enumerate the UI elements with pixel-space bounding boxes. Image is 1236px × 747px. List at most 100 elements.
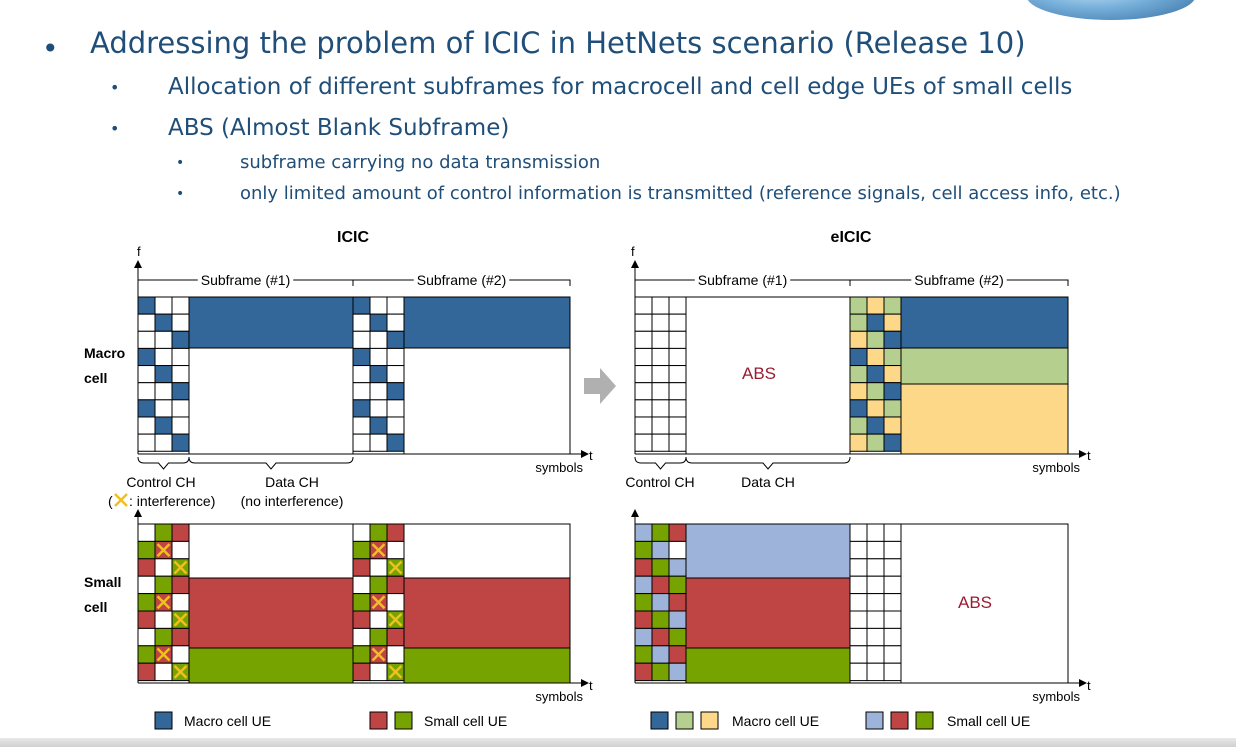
control-cell xyxy=(352,296,371,315)
bullet-level3: only limited amount of control informati… xyxy=(240,183,1121,204)
control-cell-empty xyxy=(849,593,868,612)
control-cell xyxy=(866,399,885,418)
control-cell-empty xyxy=(883,575,902,595)
legend-swatch-macro-blue xyxy=(154,711,173,730)
control-cell xyxy=(137,575,156,595)
control-cell-empty xyxy=(866,610,885,629)
small-cell-label: cell xyxy=(84,599,107,615)
control-cell xyxy=(883,399,902,418)
data-ch-label: Data CH xyxy=(265,474,319,490)
control-cell xyxy=(386,627,405,647)
control-cell xyxy=(849,365,868,384)
bullet-dot: • xyxy=(176,186,185,202)
subframe-label-bg xyxy=(197,272,294,288)
data-region-small-green xyxy=(685,647,851,684)
control-cell xyxy=(352,399,371,418)
control-cell xyxy=(352,416,371,435)
f-axis-label: f xyxy=(137,244,141,259)
control-cell xyxy=(386,313,405,332)
control-cell xyxy=(386,296,405,315)
macro-cell-label: cell xyxy=(84,370,107,386)
control-cell xyxy=(352,313,371,332)
control-cell xyxy=(386,382,405,401)
control-cell xyxy=(154,558,173,577)
t-axis-label: t xyxy=(1087,678,1091,693)
control-cell-empty xyxy=(849,575,868,595)
control-cell xyxy=(369,575,388,595)
control-cell-empty xyxy=(634,399,653,418)
control-cell-empty xyxy=(849,540,868,560)
control-cell xyxy=(668,575,687,595)
legend-swatch-macro-yellow xyxy=(700,711,719,730)
control-cell xyxy=(386,330,405,349)
control-cell-empty xyxy=(634,433,653,452)
interference-marker xyxy=(173,665,188,679)
interference-note: ( xyxy=(108,493,113,509)
control-cell xyxy=(866,433,885,452)
control-cell xyxy=(137,347,156,367)
data-region-macro-yellow xyxy=(900,383,1069,455)
control-cell xyxy=(849,399,868,418)
control-cell xyxy=(386,416,405,435)
control-cell xyxy=(154,347,173,367)
control-cell-empty xyxy=(849,610,868,629)
control-cell xyxy=(883,416,902,435)
interference-marker xyxy=(156,543,171,557)
control-cell-empty xyxy=(668,347,687,367)
bullet-level1: Addressing the problem of ICIC in HetNet… xyxy=(90,26,1026,60)
control-cell xyxy=(137,662,156,682)
control-cell-empty xyxy=(849,627,868,647)
control-cell-empty xyxy=(866,645,885,664)
control-cell xyxy=(651,575,670,595)
symbols-label: symbols xyxy=(535,460,583,475)
control-cell xyxy=(171,575,190,595)
control-cell-empty xyxy=(866,662,885,682)
control-cell xyxy=(352,330,371,349)
data-region-empty xyxy=(403,523,571,579)
abs-label: ABS xyxy=(742,364,776,383)
control-cell-empty xyxy=(883,558,902,577)
data-region-empty xyxy=(188,347,354,455)
control-cell xyxy=(883,382,902,401)
control-cell-empty xyxy=(668,433,687,452)
legend-swatch-small-red xyxy=(890,711,909,730)
control-cell xyxy=(668,523,687,542)
control-cell xyxy=(171,433,190,452)
control-cell xyxy=(668,558,687,577)
control-cell xyxy=(154,627,173,647)
control-cell xyxy=(386,593,405,612)
control-cell-empty xyxy=(651,296,670,315)
control-cell-empty xyxy=(651,399,670,418)
legend-swatch-small-green xyxy=(394,711,413,730)
t-axis-label: t xyxy=(1087,448,1091,463)
transition-arrow xyxy=(584,368,616,404)
no-interference-label: (no interference) xyxy=(241,493,344,509)
control-cell-empty xyxy=(651,433,670,452)
control-cell xyxy=(651,662,670,682)
control-cell xyxy=(171,313,190,332)
interference-marker xyxy=(156,647,171,662)
control-cell xyxy=(668,645,687,664)
control-ch-label: Control CH xyxy=(625,474,694,490)
data-region-macro xyxy=(403,296,571,349)
control-cell xyxy=(352,645,371,664)
control-cell xyxy=(369,523,388,542)
legend-swatch-small-green xyxy=(915,711,934,730)
control-cell-empty xyxy=(883,627,902,647)
data-region-small-green xyxy=(403,647,571,684)
control-cell-empty xyxy=(651,313,670,332)
control-cell xyxy=(668,540,687,560)
control-cell-empty xyxy=(634,416,653,435)
data-region-empty xyxy=(188,523,354,579)
control-cell xyxy=(634,645,653,664)
control-cell xyxy=(369,296,388,315)
symbols-label: symbols xyxy=(535,689,583,704)
control-cell xyxy=(171,593,190,612)
control-cell xyxy=(369,416,388,435)
data-region-macro-blue xyxy=(900,296,1069,349)
control-cell-empty xyxy=(634,347,653,367)
interference-marker xyxy=(371,595,386,610)
control-cell-empty xyxy=(668,382,687,401)
legend-swatch-macro-green xyxy=(675,711,694,730)
interference-note: : interference) xyxy=(129,493,215,509)
